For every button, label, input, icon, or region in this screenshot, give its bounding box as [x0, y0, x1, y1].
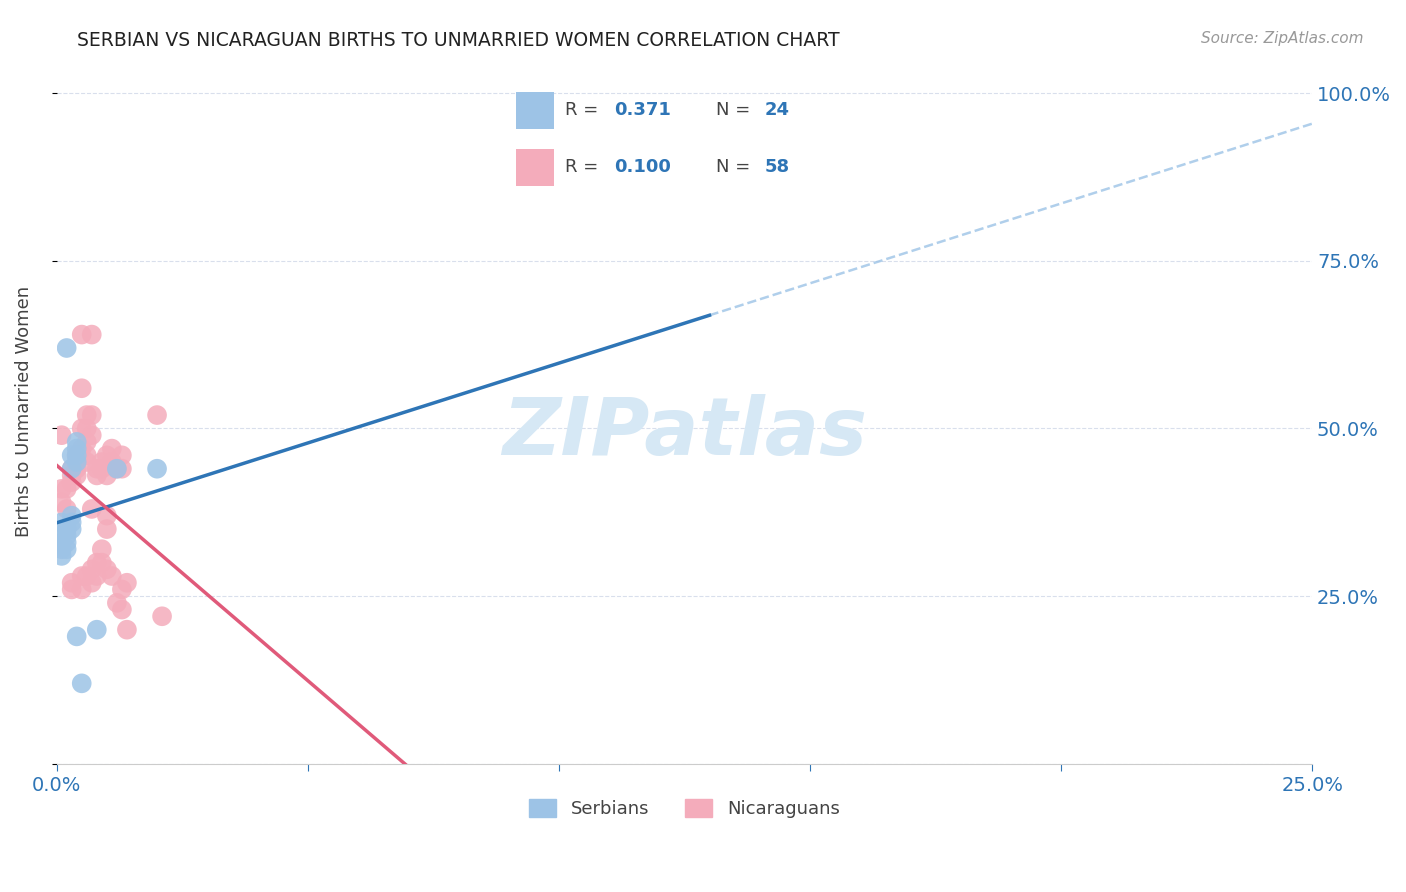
Point — [51, 428, 73, 442]
Point — [105, 461, 128, 475]
Point — [80, 562, 103, 576]
Point — [55, 535, 77, 549]
Point — [111, 582, 134, 597]
Point — [96, 468, 118, 483]
Point — [66, 448, 89, 462]
Point — [86, 461, 108, 475]
Point — [60, 516, 83, 530]
Point — [76, 455, 98, 469]
Point — [150, 609, 173, 624]
Point — [55, 341, 77, 355]
Point — [60, 522, 83, 536]
Point — [70, 582, 93, 597]
Point — [86, 623, 108, 637]
Point — [51, 542, 73, 557]
Point — [90, 542, 112, 557]
Point — [86, 468, 108, 483]
Point — [66, 448, 89, 462]
Point — [55, 482, 77, 496]
Text: SERBIAN VS NICARAGUAN BIRTHS TO UNMARRIED WOMEN CORRELATION CHART: SERBIAN VS NICARAGUAN BIRTHS TO UNMARRIE… — [77, 31, 839, 50]
Point — [60, 575, 83, 590]
Point — [66, 461, 89, 475]
Point — [60, 461, 83, 475]
Point — [70, 421, 93, 435]
Point — [96, 522, 118, 536]
Legend: Serbians, Nicaraguans: Serbians, Nicaraguans — [522, 791, 846, 825]
Text: ZIPatlas: ZIPatlas — [502, 394, 868, 472]
Text: Source: ZipAtlas.com: Source: ZipAtlas.com — [1201, 31, 1364, 46]
Point — [60, 461, 83, 475]
Point — [55, 522, 77, 536]
Point — [66, 434, 89, 449]
Point — [76, 434, 98, 449]
Point — [80, 575, 103, 590]
Point — [101, 569, 124, 583]
Point — [51, 516, 73, 530]
Y-axis label: Births to Unmarried Women: Births to Unmarried Women — [15, 286, 32, 537]
Point — [60, 448, 83, 462]
Point — [51, 482, 73, 496]
Point — [60, 475, 83, 490]
Point — [80, 408, 103, 422]
Point — [51, 529, 73, 543]
Point — [146, 408, 169, 422]
Point — [55, 502, 77, 516]
Point — [96, 448, 118, 462]
Point — [70, 327, 93, 342]
Point — [146, 461, 169, 475]
Point — [70, 676, 93, 690]
Point — [105, 461, 128, 475]
Point — [80, 327, 103, 342]
Point — [51, 535, 73, 549]
Point — [90, 461, 112, 475]
Point — [66, 629, 89, 643]
Point — [80, 502, 103, 516]
Point — [66, 468, 89, 483]
Point — [51, 495, 73, 509]
Point — [115, 575, 138, 590]
Point — [76, 421, 98, 435]
Point — [111, 448, 134, 462]
Point — [76, 569, 98, 583]
Point — [101, 442, 124, 456]
Point — [60, 582, 83, 597]
Point — [105, 596, 128, 610]
Point — [90, 556, 112, 570]
Point — [70, 569, 93, 583]
Point — [66, 455, 89, 469]
Point — [96, 508, 118, 523]
Point — [86, 556, 108, 570]
Point — [111, 602, 134, 616]
Point — [90, 455, 112, 469]
Point — [70, 442, 93, 456]
Point — [55, 529, 77, 543]
Point — [70, 381, 93, 395]
Point — [60, 468, 83, 483]
Point — [76, 408, 98, 422]
Point — [76, 448, 98, 462]
Point — [96, 562, 118, 576]
Point — [101, 455, 124, 469]
Point — [111, 461, 134, 475]
Point — [86, 569, 108, 583]
Point — [80, 428, 103, 442]
Point — [55, 542, 77, 557]
Point — [66, 442, 89, 456]
Point — [51, 549, 73, 563]
Point — [60, 508, 83, 523]
Point — [115, 623, 138, 637]
